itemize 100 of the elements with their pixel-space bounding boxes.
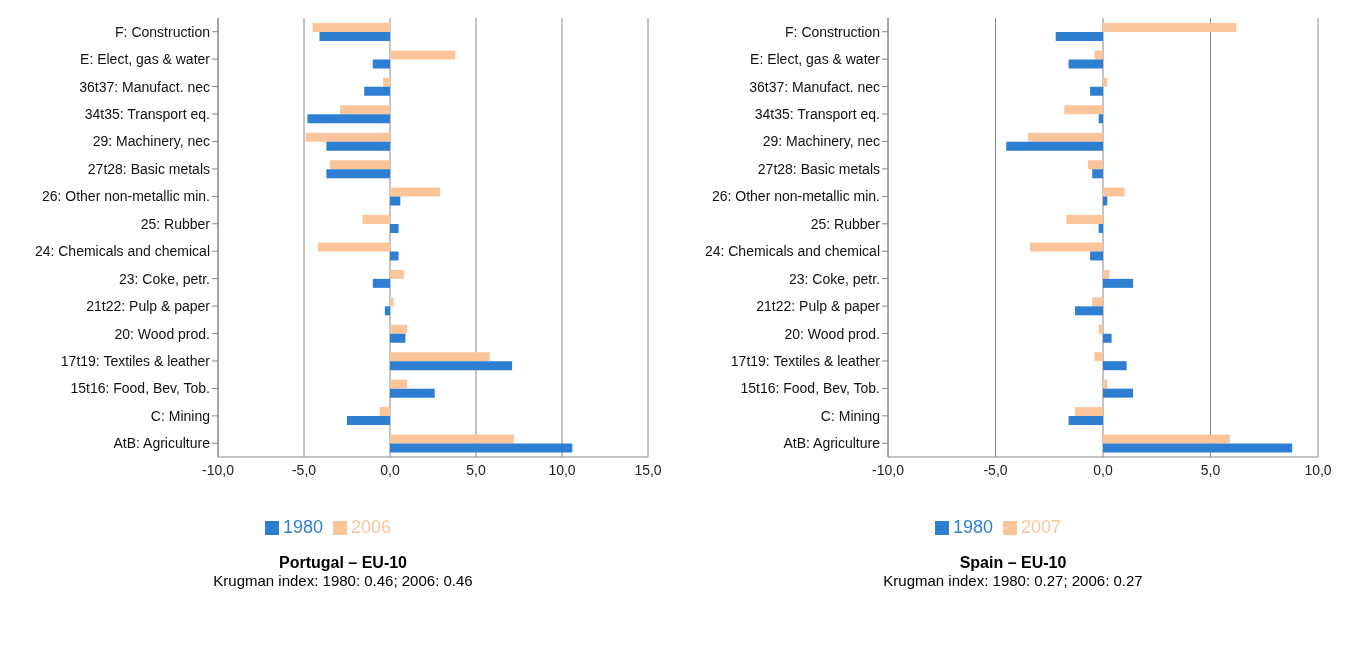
bar [390, 361, 513, 371]
legend-label: 1980 [282, 517, 323, 537]
x-tick-label: 0,0 [1093, 461, 1113, 478]
legend-label: 2006 [351, 517, 392, 537]
bar [390, 434, 514, 444]
bar [1006, 141, 1103, 151]
x-tick-label: -10,0 [872, 461, 905, 478]
bar [1068, 59, 1103, 69]
bar [1103, 269, 1110, 279]
y-tick-label: 27t28: Basic metals [757, 160, 880, 177]
y-tick-label: C: Mining [820, 407, 880, 424]
y-tick-label: 20: Wood prod. [114, 325, 210, 342]
legend-label: 1980 [952, 517, 993, 537]
bar [390, 352, 490, 362]
bar [1090, 86, 1103, 96]
bar [1090, 251, 1103, 261]
y-tick-label: 34t35: Transport eq. [84, 106, 210, 122]
y-tick-label: E: Elect, gas & water [80, 51, 211, 68]
y-tick-label: 25: Rubber [140, 215, 211, 232]
bar [1103, 77, 1108, 87]
bar [1094, 352, 1103, 362]
bar [1075, 306, 1103, 316]
bar [1027, 132, 1103, 142]
y-tick-label: F: Construction [785, 23, 880, 40]
bar [1103, 278, 1134, 288]
x-tick-label: 5,0 [1200, 461, 1221, 478]
x-tick-label: 5,0 [466, 461, 486, 478]
bar [1103, 22, 1237, 32]
y-tick-label: AtB: Agriculture [113, 435, 211, 452]
y-tick-label: F: Construction [115, 23, 210, 40]
bar [319, 31, 390, 41]
bar [1066, 215, 1103, 224]
bar [390, 324, 408, 334]
y-tick-label: 24: Chemicals and chemical [704, 243, 880, 260]
bar [1029, 242, 1103, 252]
bar [390, 388, 435, 398]
bar [1055, 31, 1103, 41]
bar [347, 416, 390, 426]
x-tick-label: -5,0 [983, 461, 1008, 478]
bar [312, 22, 390, 32]
y-tick-label: 36t37: Manufact. nec [79, 78, 210, 95]
x-tick-label: 10,0 [548, 461, 576, 478]
bar [329, 160, 390, 170]
bar [305, 132, 390, 142]
bar [326, 169, 390, 179]
y-tick-label: AtB: Agriculture [783, 435, 881, 452]
legend-label: 2007 [1021, 517, 1062, 537]
bar [1103, 388, 1134, 398]
y-tick-label: 17t19: Textiles & leather [730, 352, 881, 369]
bar [390, 50, 456, 60]
y-tick-label: 23: Coke, petr. [118, 270, 210, 287]
bar [1075, 407, 1103, 417]
y-tick-label: 21t22: Pulp & paper [86, 298, 211, 315]
x-tick-label: 15,0 [634, 461, 662, 478]
bar [1092, 297, 1103, 307]
y-tick-label: 23: Coke, petr. [788, 270, 880, 287]
y-tick-label: 27t28: Basic metals [87, 160, 210, 177]
y-tick-label: 20: Wood prod. [784, 325, 880, 342]
y-tick-label: C: Mining [150, 407, 210, 424]
y-tick-label: 25: Rubber [810, 215, 881, 232]
bar [390, 269, 404, 279]
bar [384, 306, 390, 316]
bar [1103, 361, 1127, 371]
y-tick-label: 17t19: Textiles & leather [60, 352, 211, 369]
bar [307, 114, 390, 124]
bar [1092, 169, 1103, 179]
bar [372, 59, 390, 69]
bar [390, 333, 406, 343]
bar [1103, 196, 1108, 206]
bar [340, 105, 390, 115]
y-tick-label: 26: Other non-metallic min. [711, 188, 880, 205]
bar [1094, 50, 1103, 60]
bar [1103, 443, 1293, 453]
bar [1103, 434, 1230, 444]
y-tick-label: 15t16: Food, Bev, Tob. [70, 380, 210, 397]
x-tick-label: -10,0 [202, 461, 235, 478]
bar [379, 407, 390, 417]
bar [383, 77, 390, 87]
bar [317, 242, 390, 252]
x-tick-label: 0,0 [380, 461, 400, 478]
bar [1098, 324, 1103, 334]
bar [390, 196, 401, 206]
bar [372, 278, 390, 288]
y-tick-label: 26: Other non-metallic min. [41, 188, 210, 205]
bar [1103, 333, 1112, 343]
y-tick-label: 29: Machinery, nec [762, 133, 880, 150]
text: Spain – EU-10 [958, 554, 1068, 572]
bar [1068, 416, 1103, 426]
bar [1103, 379, 1108, 389]
y-tick-label: 15t16: Food, Bev, Tob. [740, 380, 880, 397]
text: Krugman index: 1980: 0.27; 2006: 0.27 [882, 572, 1144, 589]
x-tick-label: 10,0 [1304, 461, 1332, 478]
y-tick-label: 21t22: Pulp & paper [756, 298, 881, 315]
bar [1098, 114, 1103, 124]
bar [1064, 105, 1103, 115]
bar [364, 86, 390, 96]
bar [390, 187, 440, 197]
bar [326, 141, 390, 151]
bar [390, 251, 399, 261]
text: Krugman index: 1980: 0.46; 2006: 0.46 [212, 572, 474, 589]
